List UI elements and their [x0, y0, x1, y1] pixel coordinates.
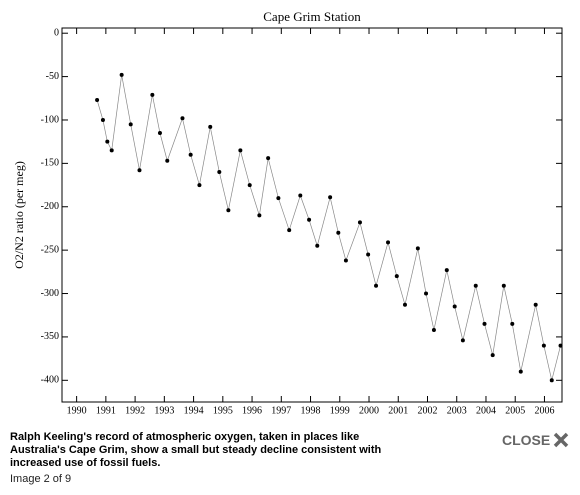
data-point — [150, 92, 155, 97]
y-tick-label: -300 — [41, 288, 59, 299]
close-label[interactable]: CLOSE — [502, 432, 551, 448]
data-point — [501, 283, 506, 288]
x-tick-label: 1991 — [96, 405, 116, 416]
x-tick-label: 1997 — [271, 405, 291, 416]
data-point — [217, 170, 222, 175]
y-tick-label: -400 — [41, 375, 59, 386]
data-point — [257, 213, 262, 218]
data-point — [374, 283, 379, 288]
x-tick-label: 2006 — [534, 405, 554, 416]
x-tick-label: 1992 — [125, 405, 145, 416]
x-tick-label: 1999 — [330, 405, 350, 416]
data-point — [328, 195, 333, 200]
data-point — [549, 378, 554, 383]
x-tick-label: 2005 — [505, 405, 525, 416]
data-point — [386, 240, 391, 245]
data-point — [208, 124, 213, 129]
x-tick-label: 2004 — [476, 405, 496, 416]
data-point — [315, 243, 320, 248]
x-tick-label: 1990 — [67, 405, 87, 416]
data-point — [343, 258, 348, 263]
close-button[interactable]: CLOSE — [502, 432, 569, 448]
data-point — [119, 72, 124, 77]
y-tick-label: -350 — [41, 331, 59, 342]
data-point — [518, 369, 523, 374]
caption: Ralph Keeling's record of atmospheric ox… — [10, 431, 382, 469]
data-point — [452, 304, 457, 309]
data-point — [109, 148, 114, 153]
trend-line — [96, 74, 561, 381]
data-point — [415, 246, 420, 251]
x-tick-label: 2003 — [447, 405, 467, 416]
data-point — [266, 156, 271, 161]
data-point — [95, 98, 100, 103]
y-tick-label: -50 — [46, 71, 59, 82]
close-icon[interactable] — [553, 432, 569, 448]
data-point — [137, 168, 142, 173]
y-tick-label: -200 — [41, 201, 59, 212]
data-point — [541, 343, 546, 348]
data-point — [558, 343, 563, 348]
data-point — [298, 193, 303, 198]
data-point — [287, 228, 292, 233]
data-point — [424, 291, 429, 296]
data-point — [431, 327, 436, 332]
data-point — [165, 158, 170, 163]
data-point — [490, 353, 495, 358]
y-tick-label: -250 — [41, 244, 59, 255]
data-point — [394, 274, 399, 279]
data-point — [100, 117, 105, 122]
image-counter: Image 2 of 9 — [10, 473, 72, 485]
x-tick-label: 2001 — [388, 405, 408, 416]
data-point — [444, 268, 449, 273]
data-point — [336, 230, 341, 235]
data-point — [307, 217, 312, 222]
y-axis-label: O2/N2 ratio (per meg) — [12, 161, 26, 269]
x-tick-label: 2002 — [417, 405, 437, 416]
x-tick-label: 1995 — [213, 405, 233, 416]
data-point — [128, 122, 133, 127]
data-point — [366, 252, 371, 257]
data-point — [510, 321, 515, 326]
data-point — [247, 183, 252, 188]
data-point — [226, 208, 231, 213]
y-tick-label: -100 — [41, 114, 59, 125]
data-point — [180, 116, 185, 121]
data-point — [197, 183, 202, 188]
data-point — [157, 130, 162, 135]
chart: Cape Grim Station O2/N2 ratio (per meg) … — [12, 9, 563, 416]
y-tick-label: 0 — [54, 28, 59, 39]
data-point — [402, 302, 407, 307]
data-point — [357, 220, 362, 225]
x-tick-label: 1996 — [242, 405, 262, 416]
data-point — [533, 302, 538, 307]
plot-frame — [61, 27, 563, 403]
data-point — [105, 139, 110, 144]
y-tick-label: -150 — [41, 158, 59, 169]
chart-title: Cape Grim Station — [263, 9, 361, 24]
data-point — [473, 283, 478, 288]
data-point — [482, 321, 487, 326]
data-point — [188, 152, 193, 157]
x-tick-label: 1994 — [184, 405, 204, 416]
data-point — [276, 196, 281, 201]
data-point — [460, 338, 465, 343]
x-tick-label: 1993 — [154, 405, 174, 416]
x-tick-label: 1998 — [301, 405, 321, 416]
x-tick-label: 2000 — [359, 405, 379, 416]
data-point — [238, 148, 243, 153]
